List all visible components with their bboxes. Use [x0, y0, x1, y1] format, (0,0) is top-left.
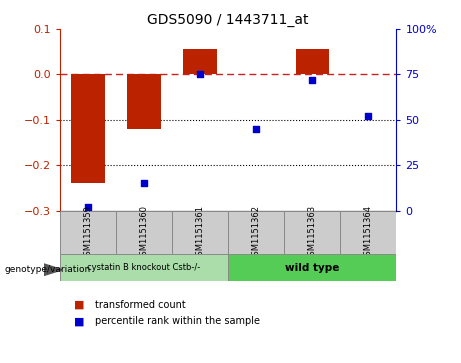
Bar	[116, 211, 172, 256]
Point	[253, 126, 260, 132]
Point	[84, 204, 92, 210]
Text: cystatin B knockout Cstb-/-: cystatin B knockout Cstb-/-	[88, 263, 201, 272]
Bar	[228, 254, 396, 281]
Point	[196, 72, 204, 77]
Bar	[60, 211, 116, 256]
Text: GSM1151362: GSM1151362	[252, 205, 261, 261]
Bar	[60, 254, 228, 281]
Bar	[172, 211, 228, 256]
Text: GSM1151360: GSM1151360	[140, 205, 148, 261]
Text: GSM1151363: GSM1151363	[308, 205, 317, 261]
Point	[365, 113, 372, 119]
Point	[309, 77, 316, 83]
Bar	[228, 211, 284, 256]
Text: ■: ■	[74, 316, 84, 326]
Text: transformed count: transformed count	[95, 300, 185, 310]
Bar	[284, 211, 340, 256]
Title: GDS5090 / 1443711_at: GDS5090 / 1443711_at	[148, 13, 309, 26]
Bar	[71, 74, 105, 183]
Polygon shape	[44, 264, 62, 276]
Text: GSM1151364: GSM1151364	[364, 205, 373, 261]
Text: ■: ■	[74, 300, 84, 310]
Bar	[296, 49, 329, 74]
Point	[140, 180, 148, 186]
Bar	[183, 49, 217, 74]
Text: genotype/variation: genotype/variation	[5, 265, 91, 274]
Text: GSM1151361: GSM1151361	[195, 205, 205, 261]
Text: percentile rank within the sample: percentile rank within the sample	[95, 316, 260, 326]
Bar	[127, 74, 161, 129]
Text: GSM1151359: GSM1151359	[83, 205, 93, 261]
Text: wild type: wild type	[285, 263, 339, 273]
Bar	[340, 211, 396, 256]
